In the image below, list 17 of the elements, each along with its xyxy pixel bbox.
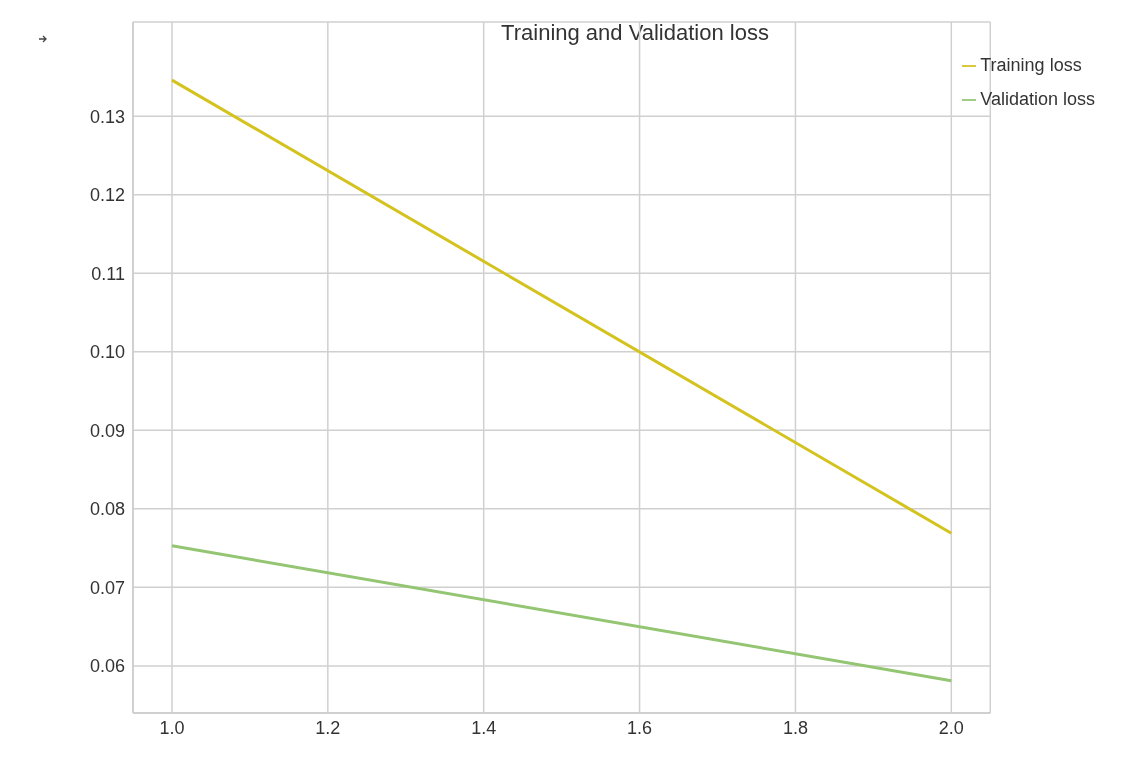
y-tick-label: 0.08: [89, 499, 125, 520]
y-tick-label: 0.13: [89, 106, 125, 127]
x-tick-label: 1.0: [159, 717, 185, 738]
x-tick-label: 2.0: [938, 717, 964, 738]
chart-title: Training and Validation loss: [500, 20, 770, 46]
y-tick-label: 0.11: [91, 263, 125, 284]
y-tick-label: 0.12: [89, 185, 125, 206]
x-tick-label: 1.8: [782, 717, 808, 738]
legend-label: Training loss: [980, 55, 1082, 75]
y-tick-label: 0.06: [89, 656, 125, 677]
y-tick-label: 0.10: [89, 342, 125, 363]
x-tick-label: 1.6: [627, 717, 653, 738]
legend-label: Validation loss: [980, 89, 1095, 109]
y-tick-label: 0.07: [89, 577, 125, 598]
x-tick-label: 1.4: [471, 717, 497, 738]
x-tick-label: 1.2: [315, 717, 341, 738]
y-tick-label: 0.09: [89, 420, 125, 441]
